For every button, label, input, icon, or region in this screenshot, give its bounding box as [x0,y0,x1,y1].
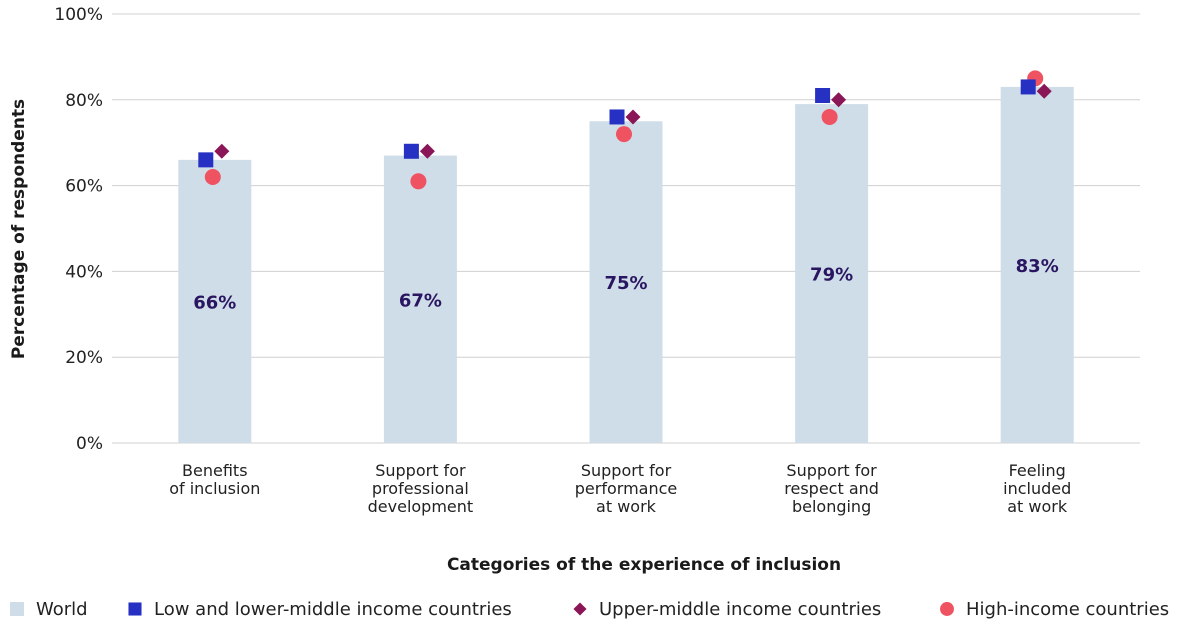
square-marker [815,88,831,104]
diamond-marker [831,92,847,108]
y-axis-title: Percentage of respondents [9,99,29,359]
bar-value-label: 75% [604,273,647,294]
x-axis-category-labels: Benefits of inclusion Support for professio… [169,461,1071,516]
bar-value-labels: 66% 67% 75% 79% 83% [193,256,1058,313]
legend-label: High-income countries [966,599,1169,620]
legend-item: Low and lower-middle income countries [128,599,512,620]
legend-label: World [36,599,88,620]
markers [198,70,1052,190]
x-category-label: Support for performance at work [575,461,677,516]
bar-value-label: 66% [193,292,236,313]
legend-swatch [10,602,24,616]
legend-item: High-income countries [940,599,1169,620]
legend-label: Upper-middle income countries [599,599,881,620]
world-bar [178,159,252,444]
x-category-label: Feeling included at work [1003,461,1071,516]
circle-marker [204,169,221,186]
y-tick-label: 100% [54,5,103,25]
diamond-marker [419,143,435,159]
square-marker [609,109,625,125]
world-bar [589,121,663,443]
legend-label: Low and lower-middle income countries [154,599,512,620]
y-axis-ticks: 0% 20% 40% 60% 80% 100% [54,5,103,454]
circle-marker [616,126,632,143]
x-category-label: Support for respect and belonging [784,461,879,516]
diamond-marker [214,143,230,159]
circle-marker [821,108,838,125]
bars [178,86,1074,444]
y-tick-label: 60% [65,177,103,197]
world-bar [1000,86,1074,444]
square-marker [403,143,419,159]
world-bar [795,104,869,443]
legend-item: World [10,599,88,620]
x-category-label: Benefits of inclusion [169,461,260,498]
legend-diamond-icon [573,602,587,616]
square-marker [198,152,214,168]
legend-square-icon [128,602,142,616]
bar-value-label: 83% [1016,256,1059,277]
y-tick-label: 40% [65,262,103,282]
square-marker [1020,79,1036,95]
bar-value-label: 79% [810,265,853,286]
legend-item: Upper-middle income countries [573,599,881,620]
legend-circle-icon [940,602,954,616]
diamond-marker [625,109,641,125]
diamond-marker [1036,83,1052,99]
y-tick-label: 0% [76,434,103,454]
world-bar [383,155,457,443]
x-category-label: Support for professional development [368,461,474,516]
y-tick-label: 80% [65,91,103,111]
legend: World Low and lower-middle income countri… [10,599,1169,620]
y-tick-label: 20% [65,348,103,368]
x-axis-title: Categories of the experience of inclusio… [447,555,841,575]
bar-value-label: 67% [399,290,442,311]
circle-marker [410,173,427,190]
